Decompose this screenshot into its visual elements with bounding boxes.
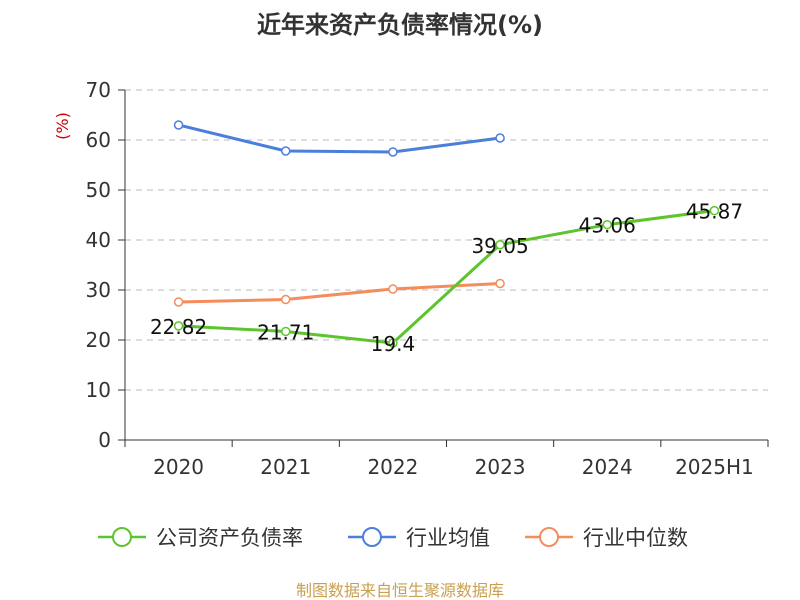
- x-tick-label: 2022: [367, 455, 418, 479]
- y-tick-label: 10: [86, 378, 111, 402]
- data-point: [495, 133, 505, 143]
- source-note: 制图数据来自恒生聚源数据库: [296, 581, 504, 600]
- data-point: [173, 297, 184, 307]
- legend-label: 公司资产负债率: [156, 526, 303, 550]
- x-tick-label: 2021: [260, 455, 311, 479]
- data-point: [281, 326, 291, 337]
- data-point: [388, 284, 398, 294]
- data-label: 21.71: [257, 320, 314, 344]
- y-tick-label: 70: [86, 78, 111, 102]
- data-point: [281, 146, 291, 156]
- y-tick-label: 20: [86, 328, 111, 352]
- legend-item[interactable]: 行业均值: [348, 526, 490, 550]
- data-label: 39.05: [471, 234, 528, 258]
- y-tick-label: 30: [86, 278, 111, 302]
- legend[interactable]: 公司资产负债率 行业均值 行业中位数: [98, 526, 688, 550]
- series-line-1: [178, 123, 501, 154]
- legend-item[interactable]: 公司资产负债率: [98, 526, 303, 550]
- x-tick-label: 2023: [475, 455, 526, 479]
- data-point: [173, 120, 184, 130]
- data-point: [388, 147, 398, 157]
- x-tick-label: 2025H1: [675, 455, 754, 479]
- legend-item[interactable]: 行业中位数: [525, 526, 688, 550]
- data-label: 19.4: [371, 332, 416, 356]
- chart-title: 近年来资产负债率情况(%): [257, 11, 543, 39]
- data-labels: 22.82 21.71 19.4 39.05 43.06 45.87: [150, 200, 743, 356]
- legend-label: 行业中位数: [583, 526, 688, 550]
- y-tick-label: 40: [86, 228, 111, 252]
- data-point: [388, 338, 398, 348]
- grid-lines: [125, 89, 768, 391]
- data-label: 43.06: [579, 214, 636, 238]
- legend-marker: [112, 527, 132, 547]
- data-label: 45.87: [686, 200, 743, 224]
- data-label: 22.82: [150, 315, 207, 339]
- y-tick-label: 50: [86, 178, 111, 202]
- y-axis-unit: (%): [53, 112, 72, 140]
- data-point: [281, 294, 291, 305]
- x-tick-label: 2024: [582, 455, 633, 479]
- y-tick-label: 0: [98, 428, 111, 452]
- x-tick-label: 2020: [153, 455, 204, 479]
- axes: 0 10 20 30 40 50 60 70 2020 2021 2022 2023 2024 2025H…: [86, 78, 769, 479]
- y-tick-label: 60: [86, 128, 111, 152]
- legend-marker: [362, 527, 382, 547]
- data-point: [495, 278, 505, 289]
- series-line-2: [178, 282, 501, 304]
- data-point: [173, 321, 184, 331]
- data-point: [602, 219, 612, 230]
- data-point: [709, 205, 720, 216]
- data-point: [495, 240, 505, 250]
- legend-label: 行业均值: [406, 526, 490, 550]
- series-line-0: [178, 209, 715, 345]
- legend-marker: [539, 527, 559, 547]
- plot-series: [173, 120, 720, 348]
